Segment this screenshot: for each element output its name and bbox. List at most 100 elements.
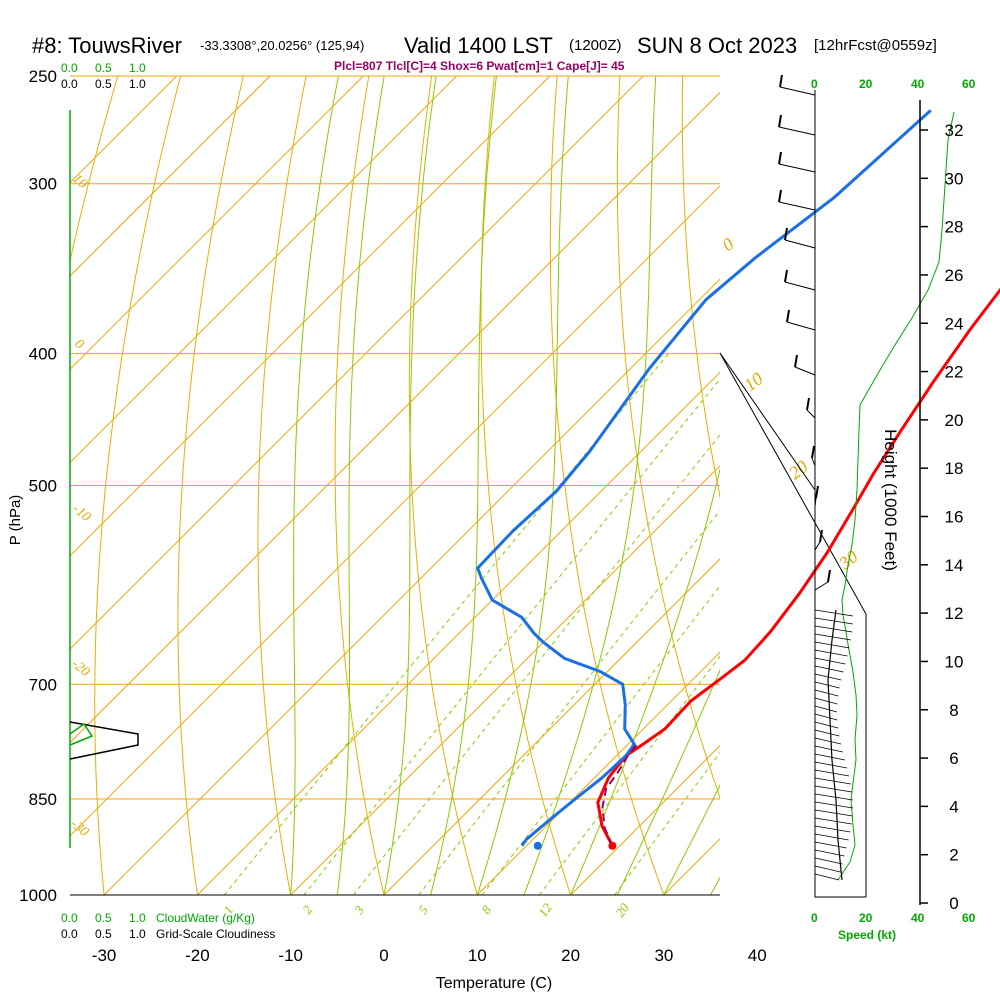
wind-speed-profile: [837, 111, 955, 881]
temperature-axis-label: Temperature (C): [436, 975, 552, 992]
wind-barb: [778, 201, 816, 211]
dry-adiabat-line: [997, 76, 1000, 895]
wind-barb: [814, 817, 852, 825]
dry-adiabat-label: 30: [834, 546, 861, 573]
pressure-tick-label: 700: [29, 675, 57, 694]
wind-barb: [779, 74, 783, 88]
cloudiness-tick: 0.0: [61, 77, 78, 91]
temperature-tick-label: 0: [379, 946, 388, 965]
speed-axis-top: 0 20 40 60: [811, 77, 976, 91]
cloud-axis: 0.0 0.5 1.0 0.0 0.5 1.0 0.0 0.5 1.0 Clou…: [61, 61, 275, 941]
wind-barb: [784, 239, 816, 249]
valid-date: SUN 8 Oct 2023: [637, 33, 797, 58]
dry-adiabat-line: [808, 76, 1000, 895]
dry-adiabat-line: [745, 76, 943, 895]
dry-adiabat-label: -20: [68, 657, 92, 680]
speed-tick: 40: [911, 911, 925, 925]
moist-adiabat-line: [336, 76, 385, 895]
pressure-axis: 250 300 400 500 700 850 1000: [19, 67, 57, 905]
dewpoint-trace: [475, 109, 932, 847]
height-tick-label: 16: [945, 508, 964, 527]
wind-barb: [814, 689, 839, 697]
wind-barb: [814, 777, 851, 785]
cloud-water-caption: CloudWater (g/Kg): [156, 911, 255, 925]
height-tick-label: 28: [945, 218, 964, 237]
dry-adiabat-line: [408, 76, 478, 895]
dry-adiabat-label: 0: [71, 337, 86, 353]
cloud-water-tick: 0.0: [61, 61, 78, 75]
wind-barb: [784, 281, 816, 291]
mixing-ratio-label: 5: [415, 902, 431, 916]
wind-barb: [814, 753, 846, 761]
wind-barb: [819, 529, 823, 543]
wind-barb: [814, 857, 843, 865]
dry-adiabat-label: 10: [740, 368, 766, 395]
dewpoint-surface-dot: [533, 841, 542, 850]
wind-barb: [814, 737, 842, 745]
speed-tick: 0: [811, 77, 818, 91]
zulu-time: (1200Z): [569, 37, 622, 54]
temperature-tick-label: 10: [468, 946, 487, 965]
wind-barb: [784, 269, 788, 283]
moist-adiabat-line: [476, 76, 569, 895]
station-coords: -33.3308°,20.0256° (125,94): [200, 38, 364, 53]
forecast-info: [12hrFcst@0559z]: [814, 37, 937, 54]
wind-barb: [811, 457, 816, 467]
mixing-ratio-line: [353, 434, 720, 895]
isotherm-line: [70, 76, 364, 371]
dry-adiabat-line: [177, 76, 244, 895]
valid-time: Valid 1400 LST: [404, 33, 553, 58]
moist-adiabat-line: [290, 76, 339, 895]
parcel-trace: [601, 743, 638, 847]
isotherm-line: [383, 558, 720, 895]
isotherm-line: [70, 76, 457, 464]
mixing-ratio-line: [614, 751, 720, 895]
dry-adiabat-label: -30: [67, 817, 91, 840]
temperature-tick-label: -20: [185, 946, 210, 965]
wind-barb: [778, 163, 816, 173]
speed-axis-bottom: 0 20 40 60 Speed (kt): [811, 911, 976, 942]
cloudiness-tick: 0.5: [95, 77, 112, 91]
wind-barb-staff: [827, 609, 843, 881]
height-tick-label: 10: [945, 652, 964, 671]
wind-barb: [814, 865, 841, 873]
wind-barb: [814, 841, 847, 849]
mixing-ratio-label: 20: [612, 900, 632, 920]
moist-adiabat-line: [383, 76, 437, 895]
dry-adiabat-labels: 10 0 -10 -20 -30 0 10 20 30: [67, 172, 861, 840]
cloudiness-profile: [69, 721, 139, 760]
pressure-tick-label: 400: [29, 345, 57, 364]
temperature-trace: [596, 287, 1000, 847]
dry-adiabat-line: [549, 76, 665, 895]
wind-barb: [814, 497, 817, 507]
wind-barb: [814, 801, 854, 809]
wind-barb: [814, 541, 821, 551]
cloudiness-tick: 1.0: [129, 927, 146, 941]
height-tick-label: 30: [945, 169, 964, 188]
temperature-tick-label: -30: [92, 946, 117, 965]
wind-barb: [786, 309, 790, 323]
mixing-ratio-labels: 1 2 3 5 8 12 20: [220, 900, 632, 920]
wind-barb: [814, 609, 854, 617]
speed-tick: 20: [859, 77, 873, 91]
wind-barbs: [778, 74, 854, 881]
wind-barb: [784, 227, 788, 241]
temperature-tick-label: 40: [748, 946, 767, 965]
wind-barb: [806, 397, 810, 411]
wind-barb: [814, 745, 843, 753]
pressure-tick-label: 300: [29, 175, 57, 194]
wind-barb: [814, 785, 853, 793]
plot-frame: [70, 352, 867, 898]
wind-barb: [778, 151, 782, 165]
wind-barb: [814, 873, 840, 881]
dry-adiabat-line: [480, 76, 572, 895]
wind-barb: [779, 86, 816, 96]
wind-barb: [814, 641, 850, 649]
wind-barb: [814, 633, 852, 641]
wind-barb: [814, 825, 851, 833]
wind-barb: [794, 366, 816, 376]
temperature-tick-label: 30: [654, 946, 673, 965]
wind-barb: [814, 581, 829, 591]
wind-barb: [814, 681, 840, 689]
